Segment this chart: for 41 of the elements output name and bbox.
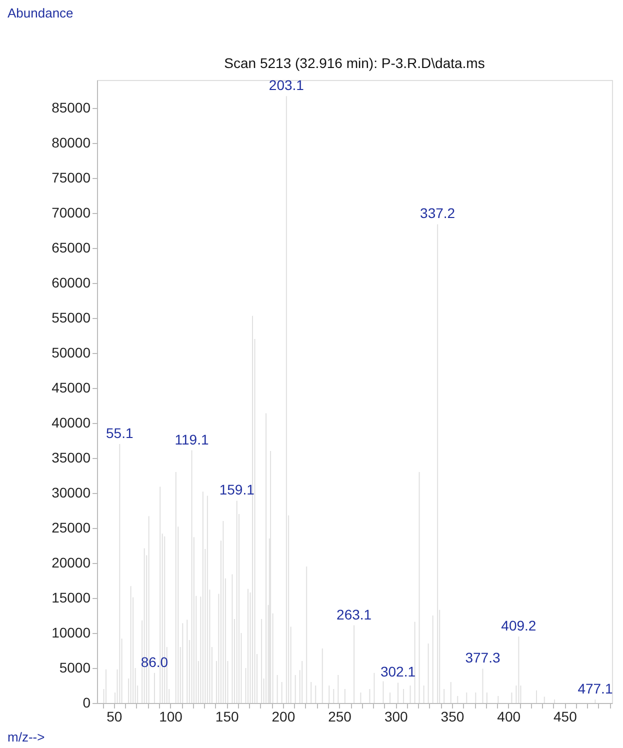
annotation: 203.1 bbox=[268, 77, 304, 94]
annotation: 55.1 bbox=[106, 425, 134, 441]
y-tick-label: 20000 bbox=[52, 554, 91, 570]
y-tick-label: 85000 bbox=[52, 100, 91, 116]
x-tick-label: 250 bbox=[328, 708, 352, 724]
x-tick-label: 300 bbox=[384, 708, 408, 724]
annotation: 409.2 bbox=[501, 618, 536, 634]
annotation: 337.2 bbox=[420, 205, 456, 222]
annotation: 302.1 bbox=[380, 664, 416, 680]
y-tick-label: 10000 bbox=[52, 624, 91, 640]
x-tick-label: 200 bbox=[272, 708, 296, 724]
y-tick-label: 0 bbox=[82, 694, 91, 710]
y-tick-label: 50000 bbox=[52, 344, 91, 360]
y-axis-title: Abundance bbox=[8, 6, 74, 20]
x-tick-label: 350 bbox=[440, 708, 464, 724]
y-tick-label: 15000 bbox=[52, 590, 91, 606]
y-tick-label: 30000 bbox=[52, 484, 91, 500]
y-tick-label: 65000 bbox=[52, 240, 91, 256]
annotation: 159.1 bbox=[219, 482, 255, 498]
annotation: 477.1 bbox=[578, 680, 613, 696]
y-tick-label: 70000 bbox=[52, 204, 91, 220]
annotation: 119.1 bbox=[174, 431, 209, 448]
annotation: 377.3 bbox=[465, 650, 500, 666]
y-tick-label: 55000 bbox=[52, 310, 91, 326]
x-tick-label: 450 bbox=[553, 708, 578, 724]
y-tick-label: 75000 bbox=[52, 170, 91, 186]
y-tick-label: 40000 bbox=[52, 414, 91, 430]
y-tick-label: 25000 bbox=[52, 520, 91, 536]
annotation: 86.0 bbox=[140, 654, 168, 670]
y-tick-label: 80000 bbox=[52, 134, 91, 150]
y-tick-label: 35000 bbox=[52, 450, 91, 466]
x-tick-label: 400 bbox=[497, 708, 521, 724]
y-tick-label: 5000 bbox=[59, 660, 91, 676]
y-tick-label: 45000 bbox=[52, 380, 91, 396]
y-tick-label: 60000 bbox=[52, 274, 91, 290]
x-tick-label: 150 bbox=[215, 708, 239, 724]
x-tick-label: 100 bbox=[159, 708, 183, 724]
x-axis-title: m/z--> bbox=[8, 730, 45, 744]
annotation: 263.1 bbox=[336, 606, 372, 622]
chart-title: Scan 5213 (32.916 min): P-3.R.D\data.ms bbox=[224, 55, 485, 71]
x-tick-label: 50 bbox=[106, 708, 122, 724]
